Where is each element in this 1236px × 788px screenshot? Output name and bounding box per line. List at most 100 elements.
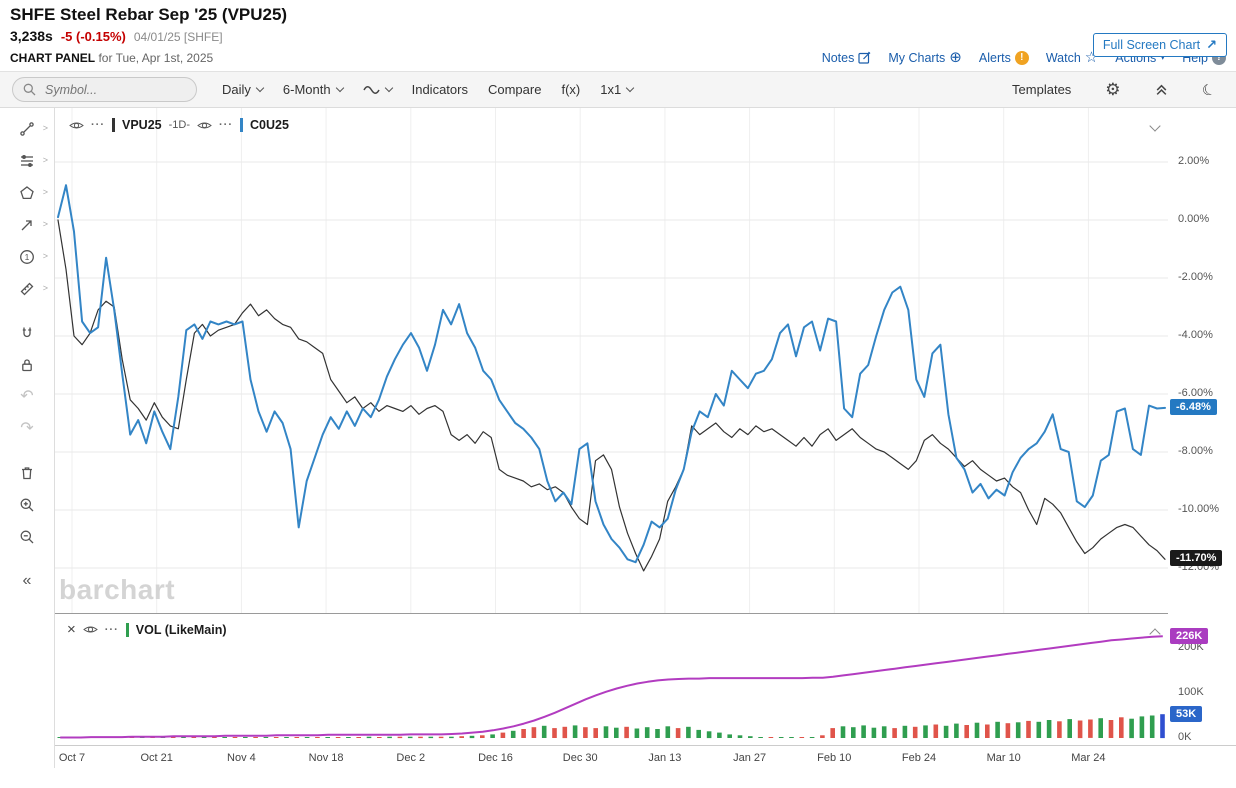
volume-bar: [840, 726, 846, 738]
volume-bar: [933, 724, 939, 738]
chevron-down-icon: [625, 83, 635, 93]
volume-bar: [562, 726, 568, 739]
visibility-toggle-vpu25[interactable]: [69, 120, 84, 131]
series-menu-dots-icon[interactable]: ···: [104, 623, 119, 636]
symbol-input[interactable]: [43, 81, 178, 98]
legend-symbol-vpu25[interactable]: VPU25: [122, 118, 162, 132]
price-chart[interactable]: [55, 108, 1168, 613]
volume-bar: [809, 737, 815, 738]
settings-button[interactable]: ⚙: [1096, 75, 1129, 104]
c0u25-last-value-badge: -6.48%: [1170, 398, 1217, 415]
volume-bar: [1005, 723, 1011, 738]
gear-icon: ⚙: [1105, 80, 1121, 99]
visibility-toggle-volume[interactable]: [82, 624, 98, 635]
range-label: 6-Month: [282, 82, 331, 97]
collapse-left-icon: «: [22, 572, 32, 589]
time-axis[interactable]: Oct 7 Oct 21 Nov 4 Nov 18 Dec 2 Dec 16 Dec 30 J…: [55, 745, 1236, 768]
volume-bar: [954, 723, 959, 738]
symbol-search[interactable]: [12, 77, 197, 102]
volume-color-marker: [125, 622, 129, 637]
full-screen-chart-button[interactable]: Full Screen Chart ↗: [1092, 33, 1227, 57]
x-axis-tick-label: Nov 4: [227, 752, 256, 764]
y-axis-tick-label: -8.00%: [1178, 445, 1213, 457]
shapes-tool[interactable]: >: [9, 180, 48, 206]
volume-bar: [284, 737, 289, 738]
period-dropdown[interactable]: Daily: [213, 76, 272, 103]
volume-bar: [232, 737, 238, 738]
c0u25-color-marker: [240, 118, 243, 132]
volume-bar: [1119, 717, 1124, 738]
indicators-button[interactable]: Indicators: [403, 76, 477, 103]
volume-bar: [181, 737, 186, 738]
volume-bar: [356, 737, 361, 738]
price-axis[interactable]: 2.00% 0.00% -2.00% -4.00% -6.00% -8.00% -10.00…: [1168, 108, 1236, 745]
expand-arrow-icon: >: [42, 187, 48, 197]
eye-icon: [69, 122, 84, 128]
grid-layout-dropdown[interactable]: 1x1: [591, 76, 642, 103]
series-menu-dots-icon[interactable]: ···: [91, 119, 105, 131]
my-charts-link[interactable]: My Charts ⊕: [888, 50, 962, 65]
collapse-sidebar-button[interactable]: «: [9, 568, 45, 594]
watch-label: Watch: [1045, 50, 1081, 65]
compare-button[interactable]: Compare: [479, 76, 550, 103]
alerts-label: Alerts: [978, 50, 1011, 65]
x-axis-tick-label: Oct 21: [140, 752, 173, 764]
measure-tool[interactable]: >: [9, 276, 48, 302]
volume-bar: [830, 728, 835, 738]
volume-bar: [304, 737, 310, 738]
volume-bar: [407, 736, 413, 739]
notes-icon: [858, 51, 871, 64]
fx-button[interactable]: f(x): [552, 76, 589, 103]
annotation-arrow-tool[interactable]: >: [9, 212, 48, 238]
x-axis-tick-label: Dec 30: [562, 752, 598, 764]
alerts-link[interactable]: Alerts !: [978, 50, 1029, 65]
eye-icon: [82, 626, 98, 633]
undo-button[interactable]: ↶: [9, 384, 45, 410]
volume-bar: [212, 737, 217, 738]
volume-bar: [758, 737, 763, 738]
panel-divider[interactable]: [55, 613, 1168, 614]
annotation-number-tool[interactable]: 1 >: [9, 244, 48, 270]
close-icon[interactable]: ×: [67, 621, 76, 638]
volume-bar: [644, 727, 650, 738]
volume-bar: [881, 726, 887, 738]
visibility-toggle-c0u25[interactable]: [197, 120, 212, 131]
delete-drawings-button[interactable]: [9, 460, 45, 486]
zoom-in-button[interactable]: [9, 492, 45, 518]
zoom-out-button[interactable]: [9, 524, 45, 550]
volume-bar: [902, 725, 908, 738]
volume-chart[interactable]: [55, 615, 1168, 745]
legend-symbol-c0u25[interactable]: C0U25: [250, 118, 289, 132]
magnet-mode-tool[interactable]: [9, 320, 45, 346]
dark-mode-button[interactable]: ☾: [1193, 75, 1224, 105]
my-charts-label: My Charts: [888, 50, 946, 65]
volume-bar: [1067, 719, 1072, 738]
cumulative-volume-badge: 226K: [1170, 628, 1209, 645]
volume-bar: [510, 730, 516, 738]
chart-type-dropdown[interactable]: [354, 77, 401, 102]
y-axis-tick-label: -4.00%: [1178, 329, 1213, 341]
lock-drawings-tool[interactable]: [9, 352, 45, 378]
volume-bar: [789, 737, 794, 738]
collapse-toolbar-button[interactable]: [1146, 77, 1177, 102]
templates-button[interactable]: Templates: [1003, 76, 1080, 103]
volume-bar: [593, 728, 598, 738]
volume-bar: [871, 727, 877, 738]
trendline-tool[interactable]: >: [9, 116, 48, 142]
redo-button[interactable]: ↷: [9, 416, 45, 442]
volume-bar: [191, 737, 197, 738]
notes-link[interactable]: Notes: [822, 51, 872, 65]
volume-bar: [583, 727, 588, 738]
range-dropdown[interactable]: 6-Month: [274, 76, 352, 103]
expand-arrow-icon: >: [42, 283, 48, 293]
cumulative-volume-line: [60, 635, 1163, 739]
header-links: Notes My Charts ⊕ Alerts ! Watch ☆ Actio…: [822, 50, 1226, 65]
volume-bar: [1129, 718, 1134, 739]
volume-bar: [469, 735, 475, 739]
series-menu-dots-icon[interactable]: ···: [219, 119, 233, 131]
volume-bar: [614, 727, 619, 738]
legend-period-vpu25: -1D-: [168, 119, 190, 131]
fibonacci-tool[interactable]: >: [9, 148, 48, 174]
volume-bar: [912, 726, 918, 739]
watch-link[interactable]: Watch ☆: [1046, 50, 1098, 65]
